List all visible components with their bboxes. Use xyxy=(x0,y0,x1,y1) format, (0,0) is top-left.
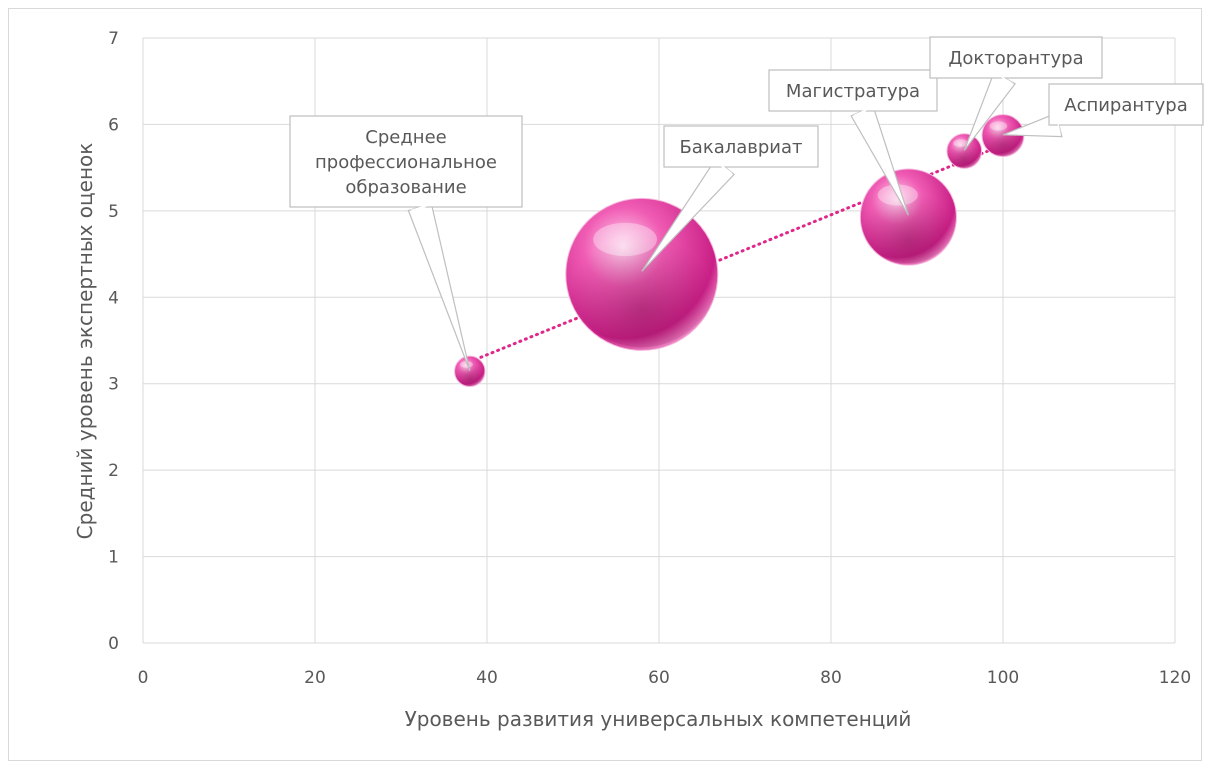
bubble xyxy=(454,355,486,388)
x-tick-label: 60 xyxy=(648,668,670,688)
callout-label: Магистратура xyxy=(786,81,920,102)
x-tick-label: 20 xyxy=(304,668,326,688)
callout-box xyxy=(929,36,1103,79)
callout: Докторантура xyxy=(929,36,1103,151)
callout-label: образование xyxy=(345,177,466,198)
bubble xyxy=(859,167,957,266)
callout: Магистратура xyxy=(768,69,938,216)
x-axis-title: Уровень развития универсальных компетенц… xyxy=(405,707,912,731)
y-tick-label: 4 xyxy=(108,288,119,308)
callout-box xyxy=(663,125,819,168)
callout: Бакалавриат xyxy=(641,125,819,272)
y-axis-title: Средний уровень экспертных оценок xyxy=(73,143,97,540)
y-tick-label: 6 xyxy=(108,115,119,135)
y-tick-label: 3 xyxy=(108,375,119,395)
callout: Аспирантура xyxy=(1002,83,1204,138)
y-tick-label: 7 xyxy=(108,29,119,49)
x-tick-label: 0 xyxy=(138,668,149,688)
y-tick-label: 5 xyxy=(108,202,119,222)
x-tick-label: 120 xyxy=(1159,668,1191,688)
y-tick-label: 2 xyxy=(108,461,119,481)
callout-label: профессиональное xyxy=(315,152,497,173)
bubble xyxy=(946,133,983,169)
callout-pointer xyxy=(407,202,471,371)
callout-label: Бакалавриат xyxy=(679,137,802,158)
x-tick-label: 80 xyxy=(820,668,842,688)
x-tick-label: 40 xyxy=(476,668,498,688)
callout-label: Среднее xyxy=(365,127,446,148)
callout: Среднее профессиональное образование xyxy=(289,115,523,371)
callout-box xyxy=(1048,83,1204,126)
callouts: Среднее профессиональное образование Бакала… xyxy=(289,36,1204,371)
x-tick-label: 100 xyxy=(987,668,1019,688)
y-tick-label: 0 xyxy=(108,634,119,654)
bubble xyxy=(565,195,719,351)
callout-label: Докторантура xyxy=(948,48,1083,69)
callout-box xyxy=(289,115,523,208)
callout-label: Аспирантура xyxy=(1064,95,1188,116)
axes: 0 20 40 60 80 100 120 0 1 2 3 4 5 6 7 xyxy=(108,29,1191,688)
y-tick-label: 1 xyxy=(108,548,119,568)
callout-box xyxy=(768,69,938,112)
